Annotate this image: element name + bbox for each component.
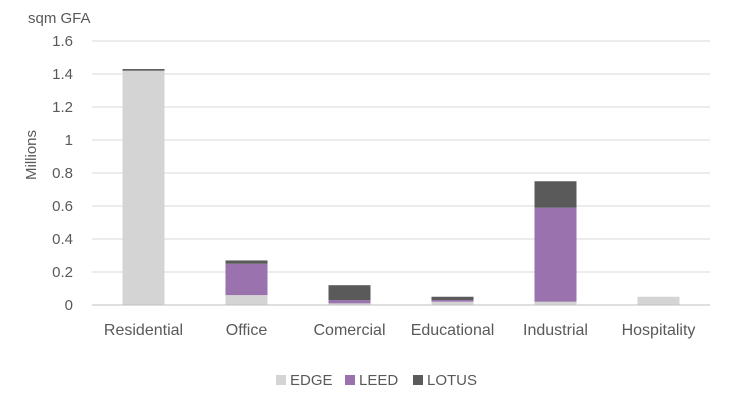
- y-tick-label: 1: [65, 132, 73, 149]
- legend-swatch-leed: [345, 375, 355, 385]
- gridlines: [92, 40, 710, 273]
- bar-leed-educational: [431, 300, 474, 302]
- bar-edge-industrial: [534, 301, 577, 305]
- bar-edge-educational: [431, 301, 474, 305]
- y-tick-label: 1.6: [52, 33, 73, 50]
- bar-edge-residential: [122, 70, 165, 305]
- unit-label: sqm GFA: [28, 10, 91, 27]
- y-tick-label: 0.6: [52, 198, 73, 215]
- x-axis-categories: Residential Office Comercial Educational Ind…: [104, 322, 695, 339]
- legend-swatch-lotus: [413, 375, 423, 385]
- bar-edge-comercial: [328, 303, 371, 305]
- bar-lotus-industrial: [534, 181, 577, 208]
- x-category-label: Residential: [104, 322, 183, 339]
- y-tick-label: 0.8: [52, 165, 73, 182]
- x-category-label: Hospitality: [622, 322, 696, 339]
- bar-lotus-comercial: [328, 285, 371, 301]
- x-category-label: Educational: [411, 322, 495, 339]
- bars: [122, 69, 680, 305]
- bar-leed-comercial: [328, 300, 371, 304]
- legend-label-leed: LEED: [359, 372, 398, 389]
- legend-label-edge: EDGE: [290, 372, 333, 389]
- legend-swatch-edge: [276, 375, 286, 385]
- bar-edge-hospitality: [637, 296, 680, 305]
- x-category-label: Office: [226, 322, 268, 339]
- bar-edge-office: [225, 295, 268, 305]
- bar-lotus-residential: [122, 69, 165, 71]
- y-tick-label: 0: [65, 297, 73, 314]
- legend-label-lotus: LOTUS: [427, 372, 477, 389]
- y-tick-label: 0.2: [52, 264, 73, 281]
- bar-lotus-office: [225, 260, 268, 264]
- x-category-label: Comercial: [313, 322, 385, 339]
- bar-leed-industrial: [534, 207, 577, 302]
- y-axis-ticks: 0 0.2 0.4 0.6 0.8 1 1.2 1.4 1.6: [52, 33, 73, 314]
- x-category-label: Industrial: [523, 322, 588, 339]
- y-tick-label: 1.4: [52, 66, 73, 83]
- y-axis-title: Millions: [23, 130, 40, 180]
- bar-lotus-educational: [431, 296, 474, 301]
- y-tick-label: 0.4: [52, 231, 73, 248]
- bar-leed-office: [225, 263, 268, 296]
- y-tick-label: 1.2: [52, 99, 73, 116]
- legend: EDGE LEED LOTUS: [276, 372, 477, 389]
